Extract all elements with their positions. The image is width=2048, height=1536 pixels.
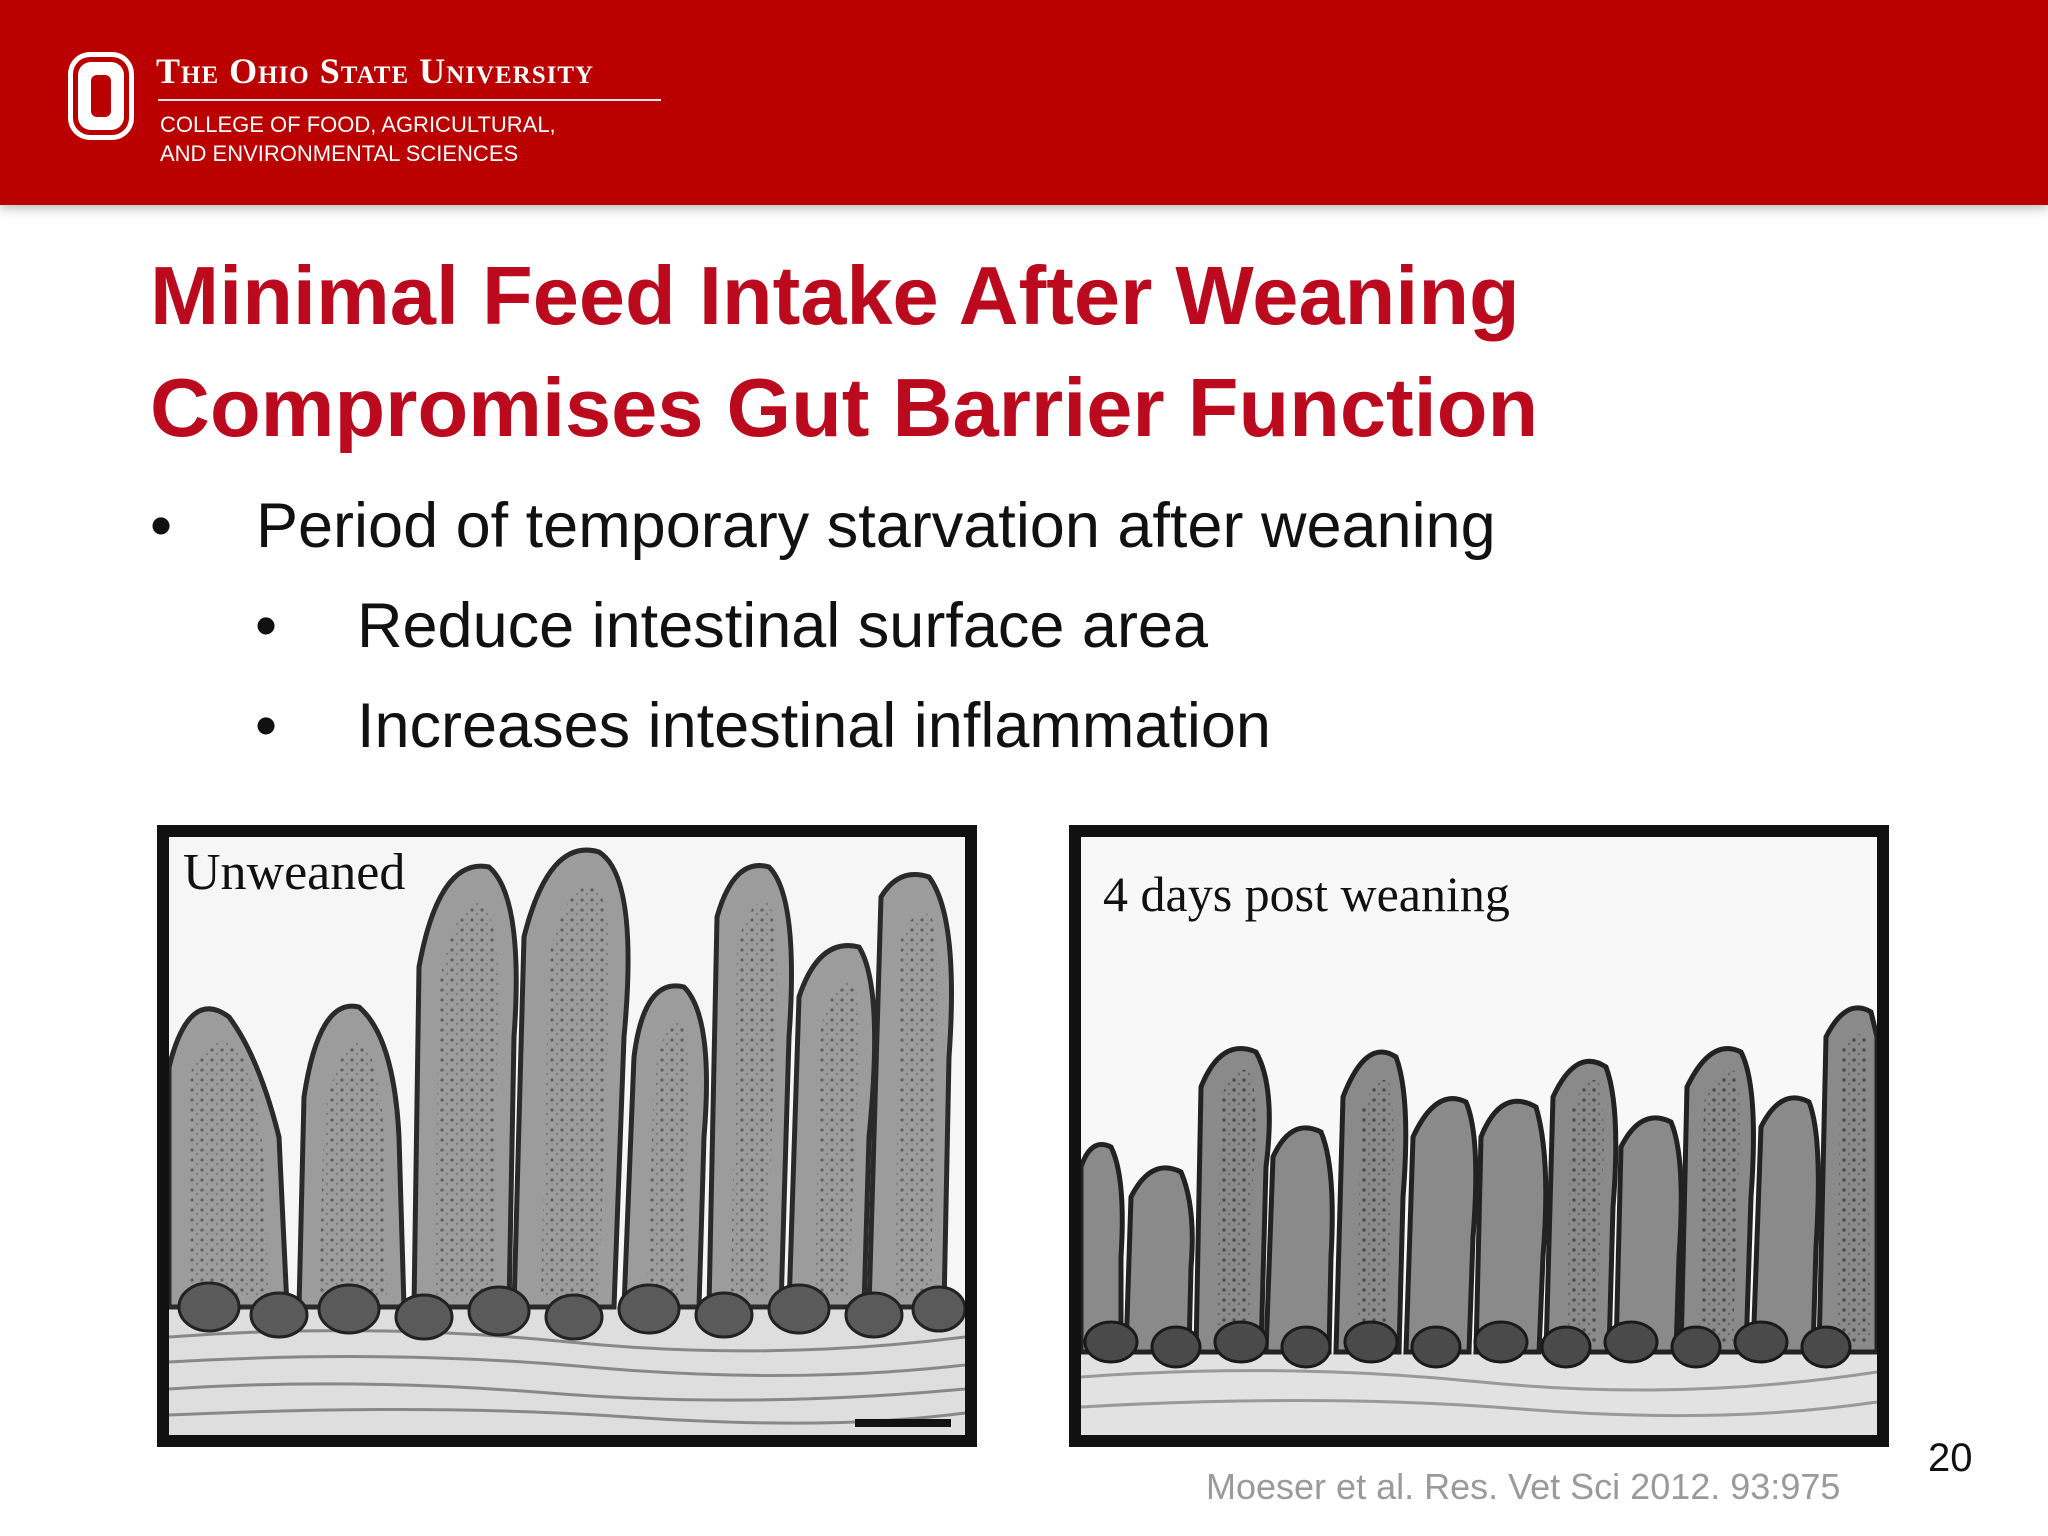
bullet-text: Increases intestinal inflammation	[357, 691, 1271, 761]
bullet-text: Reduce intestinal surface area	[357, 591, 1208, 661]
scale-bar	[855, 1419, 951, 1427]
bullet-marker: •	[255, 691, 278, 761]
micrograph-unweaned: Unweaned	[157, 825, 977, 1447]
panel-label-unweaned: Unweaned	[183, 844, 406, 901]
slide-title: Minimal Feed Intake After Weaning Compro…	[150, 240, 1850, 464]
tall-villi-illustration	[169, 837, 965, 1435]
bullet-marker: •	[150, 491, 173, 561]
college-line-1: College of Food, Agricultural,	[160, 112, 556, 137]
college-line-2: and Environmental Sciences	[160, 141, 519, 166]
header-divider	[158, 99, 661, 101]
block-o-logo-icon	[68, 52, 134, 140]
bullet-text: Period of temporary starvation after wea…	[256, 491, 1496, 561]
micrograph-post-weaning: 4 days post weaning	[1069, 825, 1889, 1447]
bullet-marker: •	[255, 591, 278, 661]
short-villi-illustration	[1081, 837, 1877, 1435]
title-line-1: Minimal Feed Intake After Weaning	[150, 249, 1520, 342]
header-bar: The Ohio State University College of Foo…	[0, 0, 2048, 205]
panel-label-post-weaning: 4 days post weaning	[1103, 866, 1510, 922]
college-name: College of Food, Agricultural, and Envir…	[160, 110, 556, 168]
university-name: The Ohio State University	[156, 51, 595, 91]
citation: Moeser et al. Res. Vet Sci 2012. 93:975	[1206, 1466, 1841, 1507]
title-line-2: Compromises Gut Barrier Function	[150, 361, 1539, 454]
slide-number: 20	[1928, 1436, 1973, 1480]
